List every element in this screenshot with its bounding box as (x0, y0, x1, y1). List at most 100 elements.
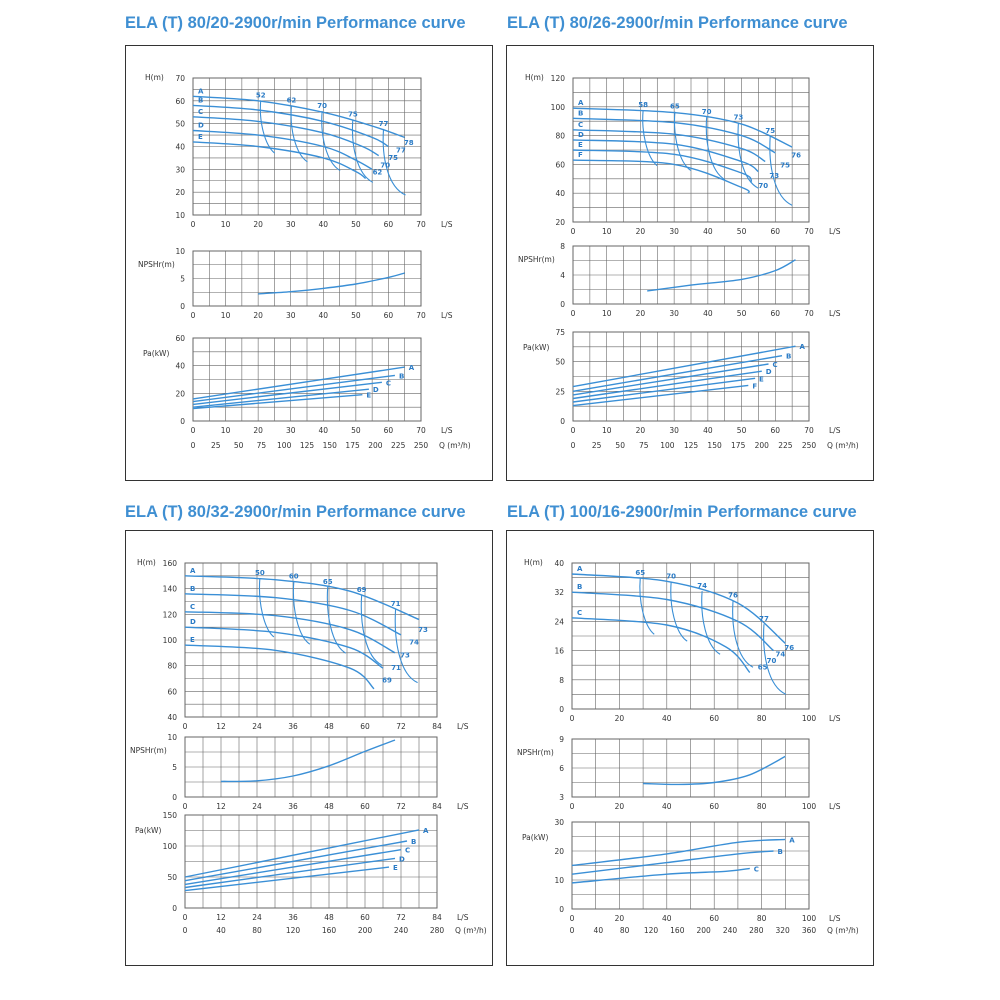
panel2-head-axis-label: H(m) (525, 73, 544, 82)
panel3-head-curve-E (184, 644, 375, 690)
panel3-efficiency-curve (394, 608, 418, 684)
panel1-power-x-unit: L/S (441, 426, 453, 435)
panel2-head-xtick-label: 70 (804, 227, 814, 236)
panel3-power-curve-E (184, 866, 390, 892)
panel1-efficiency-label: 75 (348, 111, 358, 119)
panel3-head-curve-label-E: E (190, 636, 195, 644)
panel3-head-ytick-label: 120 (163, 610, 178, 619)
panel3-q-tick-label: 280 (430, 926, 445, 935)
panel1-power-curve-E (192, 394, 363, 410)
panel4-head-x-unit: L/S (829, 714, 841, 723)
panel2-npsh-xtick-label: 50 (737, 309, 747, 318)
panel2-head-curve-label-B: B (578, 109, 583, 117)
panel3-q-tick-label: 40 (216, 926, 226, 935)
panel-title-3: ELA (T) 80/32-2900r/min Performance curv… (125, 503, 466, 521)
panel3-head-ytick-label: 160 (163, 559, 178, 568)
panel4-head-ytick-label: 16 (554, 647, 564, 656)
panel2-head-curve-E (572, 149, 753, 183)
panel2-head-curve-D (572, 139, 759, 173)
panel3-efficiency-label: 73 (400, 651, 410, 659)
panel4-q-tick-label: 280 (749, 926, 764, 935)
panel2-q-tick-label: 250 (802, 441, 817, 450)
panel1-q-tick-label: 250 (414, 441, 429, 450)
panel3-power-xtick-label: 48 (324, 913, 334, 922)
panel2-power-curve-A (572, 345, 796, 388)
panel1-q-tick-label: 125 (300, 441, 315, 450)
panel3-power-axis-label: Pa(kW) (135, 826, 161, 835)
panel2-power-curve-label-F: F (752, 382, 757, 390)
panel2-head-ytick-label: 120 (551, 74, 566, 83)
panel1-head-ytick-label: 10 (175, 211, 185, 220)
panel3-power-curve-label-C: C (405, 847, 410, 855)
panel3-q-tick-label: 200 (358, 926, 373, 935)
panel1-npsh-xtick-label: 60 (384, 311, 394, 320)
panel3-head-curve-C (184, 611, 396, 654)
panel-frame-2 (506, 45, 874, 481)
panel1-power-axis-label: Pa(kW) (143, 349, 169, 358)
panel2-head-curve-C (572, 129, 766, 163)
panel4-efficiency-curve (639, 578, 655, 635)
panel3-efficiency-label: 73 (418, 626, 428, 634)
panel1-q-tick-label: 50 (234, 441, 244, 450)
panel2-head-ytick-label: 80 (555, 132, 565, 141)
panel3-npsh-xtick-label: 84 (432, 802, 442, 811)
panel2-head-ytick-label: 100 (551, 103, 566, 112)
panel1-power-curve-label-A: A (409, 364, 415, 372)
panel2-head-xtick-label: 60 (771, 227, 781, 236)
panel4-head-curve-label-A: A (577, 565, 583, 573)
panel4-power-axis-label: Pa(kW) (522, 833, 548, 842)
panel2-power-xtick-label: 20 (636, 426, 646, 435)
panel1-power-ytick-label: 0 (180, 417, 185, 426)
panel2-power-xtick-label: 50 (737, 426, 747, 435)
panel1-power-ytick-label: 20 (175, 389, 185, 398)
panel3-npsh-ytick-label: 5 (172, 763, 177, 772)
panel4-efficiency-label: 74 (697, 582, 707, 590)
panel4-efficiency-curve (763, 624, 787, 695)
panel2-head-curve-F (572, 159, 750, 194)
panel4-efficiency-curve (732, 600, 754, 668)
panel4-power-xtick-label: 0 (570, 914, 575, 923)
panel1-power-ytick-label: 60 (175, 334, 185, 343)
panel3-head-curve-B (184, 593, 402, 636)
panel3-efficiency-label: 60 (289, 573, 299, 581)
panel3-npsh-ytick-label: 10 (167, 733, 177, 742)
panel1-q-tick-label: 0 (191, 441, 196, 450)
panel3-power-curve-B (184, 840, 408, 882)
panel1-npsh-xtick-label: 40 (319, 311, 329, 320)
panel4-q-tick-label: 240 (723, 926, 738, 935)
panel2-q-tick-label: 125 (684, 441, 699, 450)
panel2-head-ytick-label: 20 (555, 218, 565, 227)
panel1-power-curve-label-C: C (386, 379, 391, 387)
panel3-head-ytick-label: 140 (163, 585, 178, 594)
panel4-efficiency-label: 65 (635, 569, 645, 577)
panel-frame-3 (125, 530, 493, 966)
panel2-npsh-xtick-label: 70 (804, 309, 814, 318)
panel3-head-ytick-label: 60 (167, 687, 177, 696)
panel1-head-axis-label: H(m) (145, 73, 164, 82)
panel3-efficiency-label: 74 (409, 639, 419, 647)
panel1-efficiency-curve (351, 119, 374, 183)
panel1-power-xtick-label: 0 (191, 426, 196, 435)
panel1-efficiency-label: 75 (388, 154, 398, 162)
panel3-head-ytick-label: 40 (167, 713, 177, 722)
panel4-power-curve-label-A: A (789, 836, 795, 844)
panel2-npsh-ytick-label: 4 (560, 271, 565, 280)
panel4-head-ytick-label: 0 (559, 705, 564, 714)
panel2-power-xtick-label: 10 (602, 426, 612, 435)
panel4-head-curve-label-B: B (577, 583, 582, 591)
panel1-efficiency-label: 52 (256, 91, 266, 99)
panel-title-2: ELA (T) 80/26-2900r/min Performance curv… (507, 14, 848, 32)
panel3-npsh-xtick-label: 72 (396, 802, 406, 811)
panel1-head-curve-C (192, 116, 380, 157)
panel1-power-curve-A (192, 366, 405, 400)
panel4-npsh-xtick-label: 100 (802, 802, 817, 811)
panel2-head-curve-label-E: E (578, 141, 583, 149)
panel3-head-xtick-label: 36 (288, 722, 298, 731)
panel4-npsh-xtick-label: 0 (570, 802, 575, 811)
panel2-power-xtick-label: 40 (703, 426, 713, 435)
panel2-power-xtick-label: 0 (571, 426, 576, 435)
panel2-npsh-ytick-label: 8 (560, 242, 565, 251)
panel2-power-xtick-label: 30 (669, 426, 679, 435)
panel2-head-xtick-label: 10 (602, 227, 612, 236)
